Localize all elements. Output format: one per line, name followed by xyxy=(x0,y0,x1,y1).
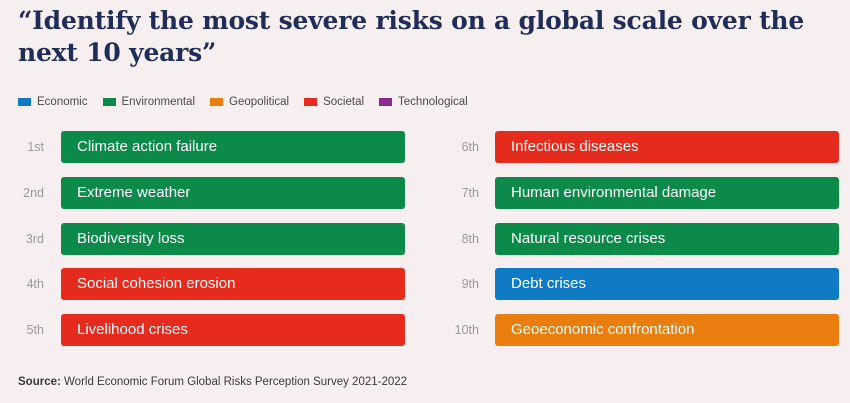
risk-bar: Natural resource crises xyxy=(495,223,839,255)
risk-bar: Debt crises xyxy=(495,268,839,300)
rank-label: 1st xyxy=(27,140,44,154)
legend-label: Environmental xyxy=(121,96,196,108)
source-note: Source: World Economic Forum Global Risk… xyxy=(18,376,407,388)
legend-swatch xyxy=(18,98,31,106)
risk-bar: Human environmental damage xyxy=(495,177,839,209)
legend: Economic Environmental Geopolitical Societa… xyxy=(18,96,483,108)
rank-label: 9th xyxy=(461,277,479,291)
source-text: World Economic Forum Global Risks Percep… xyxy=(60,376,408,388)
rank-label: 6th xyxy=(461,140,479,154)
legend-item-environmental: Environmental xyxy=(102,96,196,108)
rank-label: 4th xyxy=(26,277,44,291)
legend-swatch xyxy=(304,98,318,106)
source-label: Source: xyxy=(18,376,61,388)
legend-label: Geopolitical xyxy=(229,96,290,108)
risk-bar: Geoeconomic confrontation xyxy=(495,314,839,346)
rank-label: 7th xyxy=(461,186,479,200)
risk-bar: Climate action failure xyxy=(61,131,405,163)
risk-bar: Infectious diseases xyxy=(495,131,839,163)
risk-bar: Social cohesion erosion xyxy=(61,268,405,300)
legend-item-societal: Societal xyxy=(304,96,364,108)
legend-item-technological: Technological xyxy=(379,96,468,108)
legend-item-geopolitical: Geopolitical xyxy=(210,96,289,108)
legend-item-economic: Economic xyxy=(18,96,88,108)
rank-label: 5th xyxy=(26,323,44,337)
risk-bar: Biodiversity loss xyxy=(61,223,405,255)
legend-label: Societal xyxy=(323,96,365,108)
rank-label: 8th xyxy=(461,232,479,246)
legend-swatch xyxy=(379,98,393,106)
rank-label: 2nd xyxy=(23,186,44,200)
legend-label: Economic xyxy=(37,96,88,108)
risk-bar: Extreme weather xyxy=(61,177,405,209)
chart-title: “Identify the most severe risks on a glo… xyxy=(18,6,805,67)
legend-swatch xyxy=(210,98,224,106)
rank-label: 10th xyxy=(454,323,479,337)
legend-swatch xyxy=(102,98,116,106)
legend-label: Technological xyxy=(398,96,468,108)
rank-label: 3rd xyxy=(25,232,44,246)
risk-bar: Livelihood crises xyxy=(61,314,405,346)
